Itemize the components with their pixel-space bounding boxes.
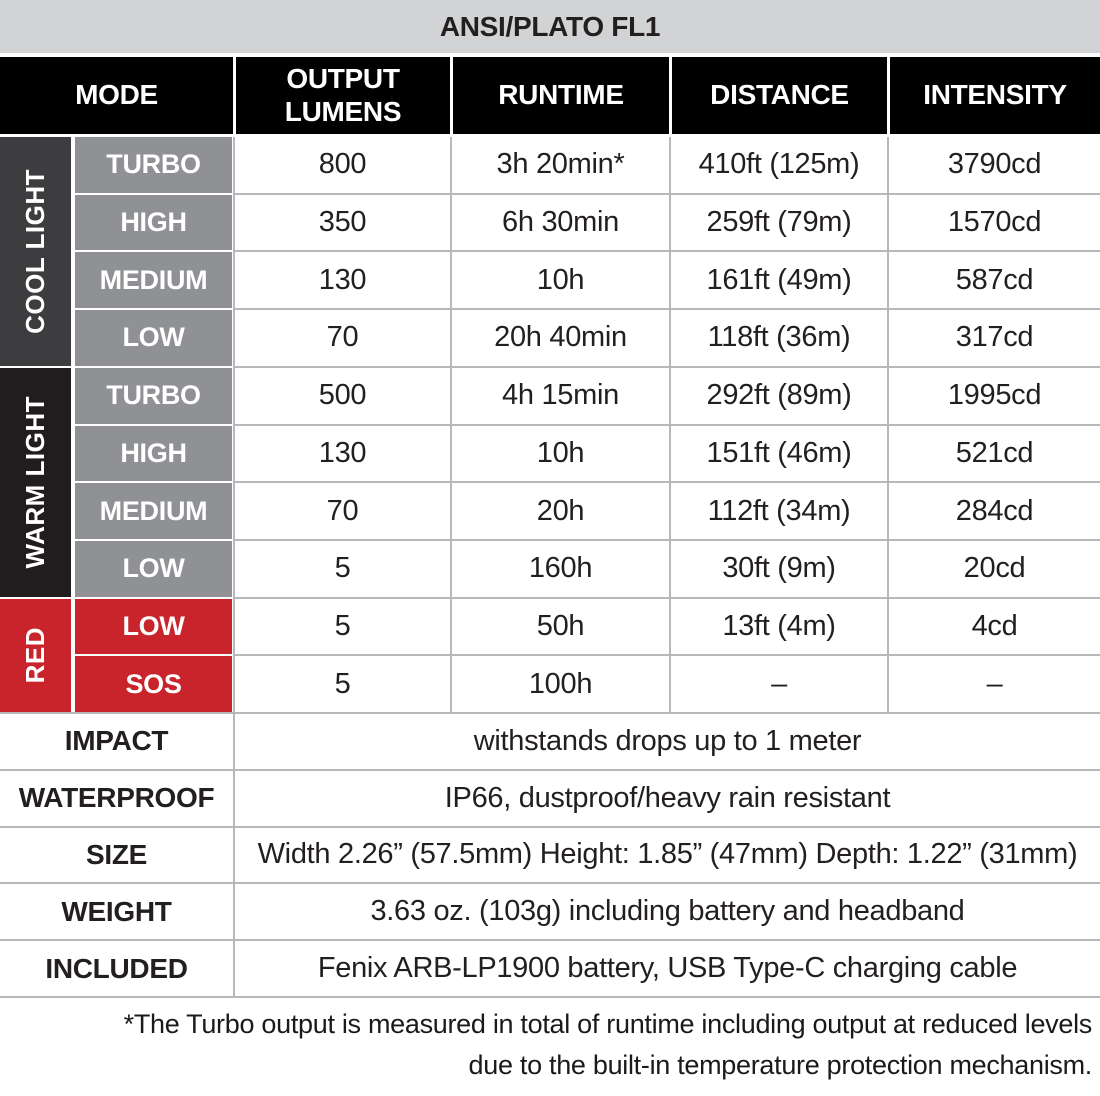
cell-distance: 112ft (34m): [671, 483, 887, 539]
mode-cell: TURBO: [75, 367, 232, 424]
cell-intensity: –: [889, 656, 1100, 712]
cell-intensity: 1995cd: [889, 367, 1100, 424]
cell-lumens: 130: [235, 425, 450, 482]
mode-cell: LOW: [75, 310, 232, 366]
cell-runtime: 100h: [452, 656, 669, 712]
spec-label: IMPACT: [64, 725, 169, 757]
cell-lumens: 800: [235, 137, 450, 193]
mode-cell: LOW: [75, 540, 232, 597]
cell-distance: 161ft (49m): [671, 252, 887, 309]
mode-cell: MEDIUM: [75, 252, 232, 309]
cell-lumens: 70: [235, 310, 450, 366]
section-label-cool-light: COOL LIGHT: [0, 137, 71, 366]
spec-value: 3.63 oz. (103g) including battery and he…: [370, 895, 965, 928]
spec-row-size: SIZE Width 2.26” (57.5mm) Height: 1.85” …: [0, 827, 1100, 885]
mode-cell: TURBO: [75, 137, 232, 193]
spec-row-included: INCLUDED Fenix ARB-LP1900 battery, USB T…: [0, 941, 1100, 998]
cell-runtime: 6h 30min: [452, 194, 669, 251]
col-header-runtime: RUNTIME: [453, 57, 669, 134]
cell-runtime: 3h 20min*: [452, 137, 669, 193]
mode-cell: LOW: [75, 598, 232, 655]
cell-lumens: 5: [235, 598, 450, 655]
section-label-text: WARM LIGHT: [20, 396, 50, 569]
footnote-line: *The Turbo output is measured in total o…: [123, 1009, 1093, 1039]
cell-intensity: 317cd: [889, 310, 1100, 366]
mode-column: TURBO HIGH MEDIUM LOW TURBO HIGH MEDIUM …: [75, 137, 232, 712]
spec-value: Fenix ARB-LP1900 battery, USB Type-C cha…: [317, 952, 1018, 985]
spec-value: IP66, dustproof/heavy rain resistant: [444, 781, 891, 814]
spec-label: WATERPROOF: [18, 782, 215, 814]
cell-intensity: 3790cd: [889, 137, 1100, 193]
cell-intensity: 4cd: [889, 598, 1100, 655]
divider: [233, 714, 235, 769]
cell-intensity: 20cd: [889, 540, 1100, 597]
table-title: ANSI/PLATO FL1: [0, 0, 1100, 53]
col-header-intensity: INTENSITY: [890, 57, 1100, 134]
mode-cell: MEDIUM: [75, 483, 232, 539]
spec-label: WEIGHT: [61, 895, 172, 927]
col-header-distance: DISTANCE: [672, 57, 887, 134]
cell-runtime: 50h: [452, 598, 669, 655]
col-header-mode: MODE: [0, 57, 233, 134]
cell-intensity: 1570cd: [889, 194, 1100, 251]
cell-distance: 151ft (46m): [671, 425, 887, 482]
cell-lumens: 500: [235, 367, 450, 424]
footnote: *The Turbo output is measured in total o…: [0, 1004, 1093, 1086]
spec-value: withstands drops up to 1 meter: [473, 724, 862, 757]
spec-row-weight: WEIGHT 3.63 oz. (103g) including battery…: [0, 884, 1100, 942]
cell-lumens: 70: [235, 483, 450, 539]
cell-runtime: 160h: [452, 540, 669, 597]
spec-label: SIZE: [85, 838, 148, 870]
cell-distance: 292ft (89m): [671, 367, 887, 424]
section-label-red: RED: [0, 599, 71, 712]
spec-rows: IMPACT withstands drops up to 1 meter WA…: [0, 712, 1100, 998]
divider: [233, 884, 235, 940]
mode-cell: HIGH: [75, 194, 232, 251]
cell-lumens: 350: [235, 194, 450, 251]
mode-cell: HIGH: [75, 425, 232, 482]
cell-intensity: 284cd: [889, 483, 1100, 539]
divider: [233, 770, 235, 826]
cell-distance: –: [671, 656, 887, 712]
column-header-row: MODE OUTPUT LUMENS RUNTIME DISTANCE INTE…: [0, 57, 1100, 134]
section-label-warm-light: WARM LIGHT: [0, 368, 71, 597]
cell-distance: 13ft (4m): [671, 598, 887, 655]
cell-runtime: 20h: [452, 483, 669, 539]
footnote-line: due to the built-in temperature protecti…: [468, 1050, 1093, 1080]
cell-distance: 410ft (125m): [671, 137, 887, 193]
section-label-text: COOL LIGHT: [20, 169, 50, 334]
divider: [233, 827, 235, 883]
cell-intensity: 521cd: [889, 425, 1100, 482]
col-header-output-lumens: OUTPUT LUMENS: [236, 57, 450, 134]
cell-lumens: 5: [235, 656, 450, 712]
spec-value: Width 2.26” (57.5mm) Height: 1.85” (47mm…: [257, 838, 1078, 871]
data-grid: 800 3h 20min* 410ft (125m) 3790cd 350 6h…: [233, 137, 1100, 712]
cell-lumens: 130: [235, 252, 450, 309]
mode-cell: SOS: [75, 656, 232, 712]
spec-label: INCLUDED: [45, 952, 188, 984]
cell-distance: 118ft (36m): [671, 310, 887, 366]
cell-distance: 259ft (79m): [671, 194, 887, 251]
cell-runtime: 20h 40min: [452, 310, 669, 366]
cell-runtime: 10h: [452, 425, 669, 482]
cell-lumens: 5: [235, 540, 450, 597]
cell-runtime: 4h 15min: [452, 367, 669, 424]
divider: [233, 941, 235, 996]
spec-row-waterproof: WATERPROOF IP66, dustproof/heavy rain re…: [0, 770, 1100, 828]
cell-distance: 30ft (9m): [671, 540, 887, 597]
section-label-text: RED: [20, 627, 50, 684]
spec-row-impact: IMPACT withstands drops up to 1 meter: [0, 714, 1100, 771]
cell-intensity: 587cd: [889, 252, 1100, 309]
cell-runtime: 10h: [452, 252, 669, 309]
